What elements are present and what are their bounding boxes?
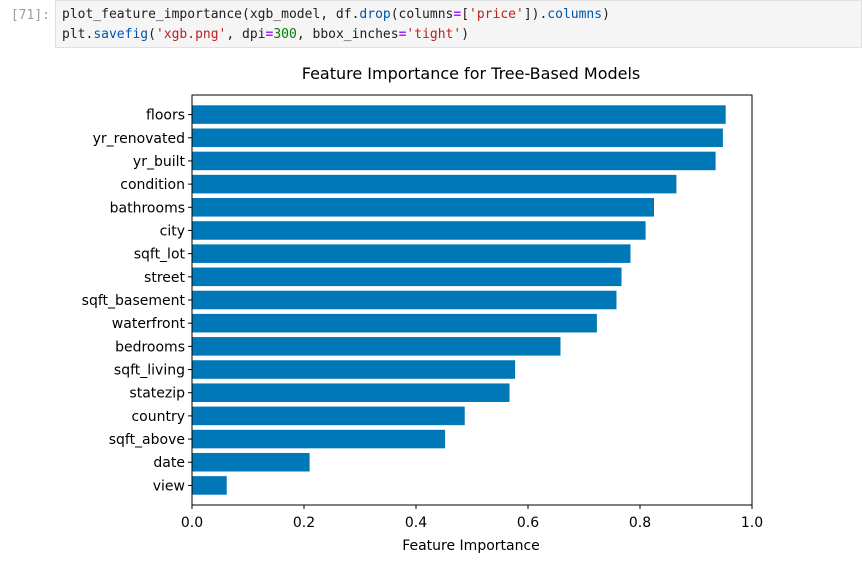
x-axis-label: Feature Importance xyxy=(402,538,540,554)
bar-street xyxy=(192,267,622,287)
y-tick-label: street xyxy=(144,270,185,286)
bar-waterfront xyxy=(192,313,597,333)
y-tick-label: sqft_above xyxy=(109,432,185,448)
y-tick-labels: floors yr_renovated yr_built condition bathr… xyxy=(82,108,192,494)
x-tick-label: 0.8 xyxy=(629,515,651,531)
x-tick-label: 1.0 xyxy=(741,515,763,531)
bar-bedrooms xyxy=(192,337,561,356)
axes-frame xyxy=(191,94,753,506)
bar-country xyxy=(192,406,465,426)
bar-sqft_lot xyxy=(192,244,631,263)
y-tick-label: country xyxy=(131,409,185,425)
bar-yr_built xyxy=(192,151,716,171)
bar-floors xyxy=(192,105,726,124)
x-tick-label: 0.4 xyxy=(405,515,427,531)
cell-prompt: [71]: xyxy=(10,8,50,23)
y-tick-label: waterfront xyxy=(112,316,186,332)
y-tick-label: sqft_basement xyxy=(82,293,186,309)
y-tick-label: sqft_living xyxy=(114,363,185,379)
y-tick-label: bathrooms xyxy=(110,200,185,216)
y-tick-label: yr_built xyxy=(133,154,186,170)
chart-title: Feature Importance for Tree-Based Models xyxy=(302,64,641,83)
bar-date xyxy=(192,452,310,472)
bar-statezip xyxy=(192,383,510,402)
y-tick-label: date xyxy=(153,455,185,471)
bar-yr_renovated xyxy=(192,128,723,148)
feature-importance-chart: Feature Importance for Tree-Based Models… xyxy=(82,64,763,554)
y-tick-label: city xyxy=(160,223,185,239)
y-tick-label: view xyxy=(153,478,185,494)
bar-group xyxy=(192,105,726,495)
bar-sqft_basement xyxy=(192,290,617,310)
bar-sqft_living xyxy=(192,360,516,379)
y-tick-label: floors xyxy=(146,108,185,124)
x-tick-label: 0.2 xyxy=(293,515,315,531)
bar-sqft_above xyxy=(192,429,446,449)
code-line-2: plt.savefig('xgb.png', dpi=300, bbox_inc… xyxy=(62,27,470,42)
y-tick-label: yr_renovated xyxy=(93,131,185,147)
code-line-1: plot_feature_importance(xgb_model, df.dr… xyxy=(62,7,610,22)
y-tick-label: condition xyxy=(120,177,185,193)
y-tick-label: statezip xyxy=(129,386,185,402)
cell-output: Feature Importance for Tree-Based Models… xyxy=(55,55,775,570)
x-tick-label: 0.6 xyxy=(517,515,539,531)
x-tick-label: 0.0 xyxy=(181,515,203,531)
y-tick-label: sqft_lot xyxy=(134,247,186,263)
y-tick-label: bedrooms xyxy=(115,339,185,355)
bar-bathrooms xyxy=(192,198,654,217)
x-ticks: 0.0 0.2 0.4 0.6 0.8 1.0 xyxy=(181,505,763,531)
code-cell[interactable]: plot_feature_importance(xgb_model, df.dr… xyxy=(55,0,862,48)
bar-view xyxy=(192,476,227,495)
bar-city xyxy=(192,221,646,240)
bar-condition xyxy=(192,174,677,194)
